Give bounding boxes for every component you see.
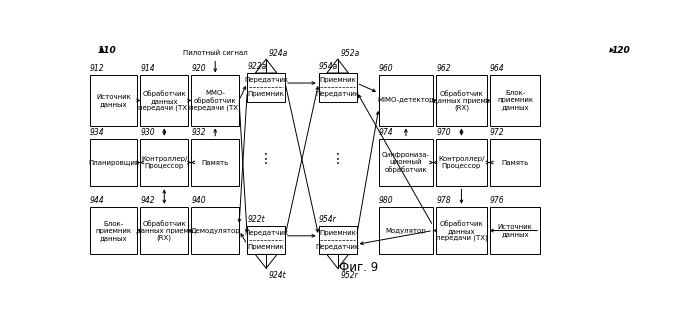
FancyBboxPatch shape bbox=[490, 75, 540, 126]
Text: Приемник

Передатчик: Приемник Передатчик bbox=[315, 77, 360, 97]
Text: ММО-
обработчик
передачи (TX): ММО- обработчик передачи (TX) bbox=[189, 90, 241, 111]
Text: Память: Память bbox=[501, 160, 528, 166]
Text: 954r: 954r bbox=[319, 215, 336, 224]
FancyBboxPatch shape bbox=[90, 207, 137, 255]
Text: Обработчик
данных
передачи (TX): Обработчик данных передачи (TX) bbox=[435, 220, 487, 241]
Text: 922a: 922a bbox=[247, 62, 266, 71]
Text: 914: 914 bbox=[140, 64, 155, 73]
Text: Блок-
приемник
данных: Блок- приемник данных bbox=[497, 91, 533, 110]
FancyBboxPatch shape bbox=[319, 73, 356, 102]
Text: MIMO-детектор: MIMO-детектор bbox=[377, 97, 434, 104]
Text: Источник
данных: Источник данных bbox=[498, 224, 533, 237]
Text: Источник
данных: Источник данных bbox=[96, 94, 131, 107]
Text: 980: 980 bbox=[379, 196, 394, 205]
Text: 952a: 952a bbox=[340, 49, 359, 58]
Text: Обработчик
данных приема
(RX): Обработчик данных приема (RX) bbox=[136, 220, 193, 241]
FancyBboxPatch shape bbox=[490, 139, 540, 186]
FancyBboxPatch shape bbox=[247, 226, 285, 255]
Text: 962: 962 bbox=[436, 64, 451, 73]
Text: Обработчик
данных
передачи (TX): Обработчик данных передачи (TX) bbox=[138, 90, 190, 111]
Text: 110: 110 bbox=[97, 46, 116, 55]
FancyBboxPatch shape bbox=[319, 226, 356, 255]
FancyBboxPatch shape bbox=[90, 75, 137, 126]
Text: 934: 934 bbox=[90, 128, 105, 137]
Text: 974: 974 bbox=[379, 128, 394, 137]
Text: Обработчик
данных приема
(RX): Обработчик данных приема (RX) bbox=[433, 90, 490, 111]
Text: Передатчик

Приемник: Передатчик Приемник bbox=[244, 230, 288, 250]
FancyBboxPatch shape bbox=[192, 207, 239, 255]
FancyBboxPatch shape bbox=[436, 139, 487, 186]
FancyBboxPatch shape bbox=[247, 73, 285, 102]
Text: 960: 960 bbox=[379, 64, 394, 73]
FancyBboxPatch shape bbox=[192, 75, 239, 126]
Text: Фиг. 9: Фиг. 9 bbox=[338, 260, 378, 273]
Text: 976: 976 bbox=[490, 196, 505, 205]
Text: 940: 940 bbox=[192, 196, 206, 205]
Text: Передатчик

Приемник: Передатчик Приемник bbox=[244, 77, 288, 97]
Text: 930: 930 bbox=[140, 128, 155, 137]
Text: 924a: 924a bbox=[269, 49, 288, 58]
Text: Память: Память bbox=[201, 160, 229, 166]
FancyBboxPatch shape bbox=[379, 139, 433, 186]
FancyBboxPatch shape bbox=[379, 75, 433, 126]
Text: 970: 970 bbox=[436, 128, 451, 137]
Text: ⋮: ⋮ bbox=[331, 152, 345, 166]
Text: 920: 920 bbox=[192, 64, 206, 73]
Text: Пилотный сигнал: Пилотный сигнал bbox=[183, 50, 247, 56]
Text: Планировщик: Планировщик bbox=[88, 160, 139, 166]
Text: Приемник

Передатчик: Приемник Передатчик bbox=[315, 230, 360, 250]
Text: Демодулятор: Демодулятор bbox=[190, 228, 240, 234]
Text: 944: 944 bbox=[90, 196, 105, 205]
Text: Контроллер/
Процессор: Контроллер/ Процессор bbox=[438, 156, 484, 169]
Text: 954a: 954a bbox=[319, 62, 338, 71]
Text: 922t: 922t bbox=[247, 215, 265, 224]
Text: Модулятор: Модулятор bbox=[386, 228, 426, 233]
FancyBboxPatch shape bbox=[140, 207, 188, 255]
FancyBboxPatch shape bbox=[436, 207, 487, 255]
FancyBboxPatch shape bbox=[90, 139, 137, 186]
Text: 120: 120 bbox=[612, 46, 630, 55]
Text: 942: 942 bbox=[140, 196, 155, 205]
FancyBboxPatch shape bbox=[490, 207, 540, 255]
Text: 932: 932 bbox=[192, 128, 206, 137]
Text: Контроллер/
Процессор: Контроллер/ Процессор bbox=[141, 156, 187, 169]
Text: ⋮: ⋮ bbox=[259, 152, 273, 166]
FancyBboxPatch shape bbox=[192, 139, 239, 186]
Text: 952r: 952r bbox=[340, 271, 358, 280]
Text: 972: 972 bbox=[490, 128, 505, 137]
Text: 924t: 924t bbox=[269, 271, 287, 280]
FancyBboxPatch shape bbox=[436, 75, 487, 126]
FancyBboxPatch shape bbox=[379, 207, 433, 255]
Text: 964: 964 bbox=[490, 64, 505, 73]
Text: Синфрониза-
ционный
обработчик: Синфрониза- ционный обработчик bbox=[382, 152, 430, 173]
Text: Блок-
приемник
данных: Блок- приемник данных bbox=[96, 220, 131, 241]
Text: 912: 912 bbox=[90, 64, 105, 73]
Text: 978: 978 bbox=[436, 196, 451, 205]
FancyBboxPatch shape bbox=[140, 75, 188, 126]
FancyBboxPatch shape bbox=[140, 139, 188, 186]
